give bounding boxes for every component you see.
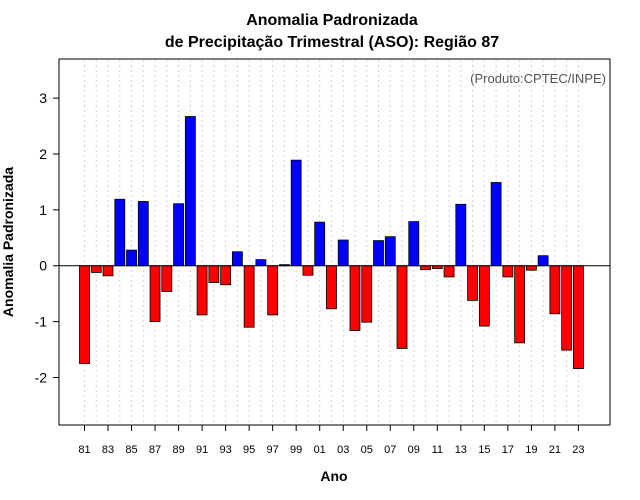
chart-title-line2: de Precipitação Trimestral (ASO): Região… [165,34,499,51]
bar-2010 [420,265,431,271]
bar-1983 [102,265,114,277]
x-tick-label: 93 [219,444,231,456]
bar-2004 [349,265,361,331]
bar-2015 [478,265,490,327]
x-tick-label: 97 [267,444,279,456]
vertical-grid [84,60,579,424]
bar-2009 [408,221,420,267]
bar-2001 [314,221,326,267]
y-tick-label: 0 [39,258,47,274]
x-tick-label: 01 [314,444,326,456]
x-tick-label: 17 [502,444,514,456]
x-tick-label: 81 [78,444,90,456]
bar-1992 [208,265,220,283]
x-tick-label: 11 [432,444,443,456]
bar-2016 [490,182,502,267]
bar-1996 [255,259,267,267]
chart-title-line1: Anomalia Padronizada [246,12,418,29]
bar-2007 [384,236,396,267]
bar-1987 [149,265,161,323]
bar-2002 [326,265,337,310]
bars-group [79,116,584,369]
bar-2021 [549,265,561,315]
y-tick-label: 1 [39,202,47,218]
x-tick-label: 15 [478,444,490,456]
y-tick-label: -2 [35,370,48,386]
bar-1999 [290,159,302,267]
x-axis: 81 83 85 87 89 91 93 95 97 99 01 03 05 07 09 11 13 15 17 19… [78,425,585,456]
x-tick-label: 03 [337,444,349,456]
bar-2019 [525,265,537,271]
x-tick-label: 23 [572,444,584,456]
bar-2013 [455,203,467,267]
bar-1981 [79,265,90,364]
x-tick-label: 91 [196,444,208,456]
bar-1991 [196,265,208,316]
bar-2008 [396,265,408,349]
bar-1994 [231,251,243,267]
bar-2006 [373,240,384,267]
x-tick-label: 83 [102,444,114,456]
product-credit: (Produto:CPTEC/INPE) [470,71,606,86]
x-tick-label: 13 [455,444,467,456]
bar-2012 [443,265,455,278]
bar-1990 [184,116,196,267]
x-tick-label: 99 [290,444,302,456]
bar-1993 [220,265,232,286]
bar-1986 [137,201,149,267]
bar-2023 [573,265,584,369]
x-tick-label: 89 [172,444,184,456]
y-tick-label: 2 [39,146,47,162]
bar-1982 [90,265,102,273]
bar-1997 [267,265,279,316]
x-tick-label: 19 [525,444,537,456]
bar-1995 [243,265,255,328]
bar-2014 [467,265,478,301]
bar-2022 [561,265,573,351]
x-axis-title: Ano [320,468,347,484]
x-tick-label: 85 [125,444,137,456]
y-tick-label: 3 [39,90,47,106]
bar-2000 [302,265,314,276]
plot-frame [58,58,611,426]
bar-1984 [114,198,126,267]
bar-1989 [173,203,184,267]
bar-2018 [514,265,526,344]
bar-1988 [161,265,173,292]
bar-2003 [337,239,349,267]
y-axis: -2 -1 0 1 2 3 [35,90,59,386]
bar-2017 [502,265,514,278]
x-tick-label: 95 [243,444,255,456]
y-axis-title: Anomalia Padronizada [0,167,16,317]
x-tick-label: 05 [361,444,373,456]
x-tick-label: 87 [149,444,161,456]
bar-1985 [126,249,137,267]
bar-2020 [537,255,549,267]
x-tick-label: 07 [384,444,396,456]
bar-2005 [361,265,373,323]
x-tick-label: 09 [408,444,420,456]
x-tick-label: 21 [549,444,561,456]
y-tick-label: -1 [35,314,48,330]
